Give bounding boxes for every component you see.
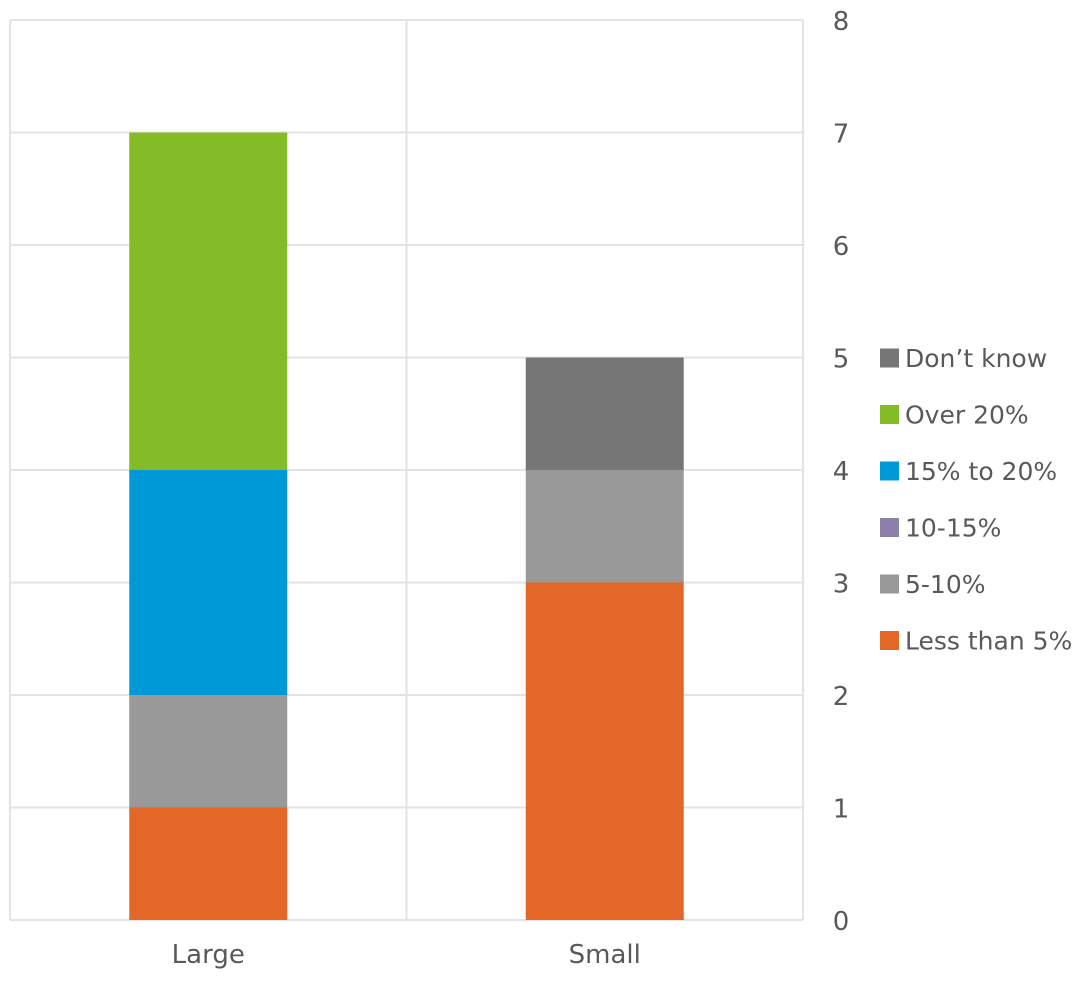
x-tick-label: Small (569, 940, 641, 970)
y-tick-label: 0 (833, 907, 850, 937)
legend-item: Don’t know (880, 344, 1047, 373)
legend-swatch (880, 631, 899, 650)
x-tick-label: Large (172, 940, 245, 970)
legend-item: Over 20% (880, 401, 1029, 430)
bar-segment-small-less-than-5 (525, 582, 684, 920)
y-tick-label: 5 (833, 345, 850, 375)
grid-layer (9, 19, 804, 921)
bar-segment-large-less-than-5 (129, 807, 288, 920)
legend-swatch (880, 574, 899, 594)
legend-item: 10-15% (880, 514, 1001, 543)
y-tick-label: 4 (833, 457, 850, 487)
bar-segment-small-don-t-know (525, 357, 684, 470)
y-tick-label: 8 (833, 7, 850, 37)
y-tick-label: 6 (833, 232, 850, 262)
bar-segment-large-over-20 (129, 132, 288, 470)
bar-segment-large-5-10 (129, 695, 288, 808)
bar-segment-large-15-to-20 (129, 470, 288, 695)
y-tick-label: 3 (833, 570, 850, 600)
bar-segment-small-5-10 (525, 470, 684, 583)
bars-layer (129, 132, 684, 920)
legend-label: Less than 5% (905, 627, 1072, 656)
legend-label: 15% to 20% (905, 457, 1057, 486)
legend-swatch (880, 405, 899, 424)
legend-item: 15% to 20% (880, 457, 1057, 486)
x-axis-labels: Large Small (172, 940, 641, 970)
legend-swatch (880, 348, 899, 368)
y-tick-label: 7 (833, 120, 850, 150)
legend-label: Don’t know (905, 344, 1047, 373)
legend-label: 10-15% (905, 514, 1001, 543)
legend-swatch (880, 518, 899, 537)
legend-swatch (880, 461, 899, 481)
legend-item: 5-10% (880, 570, 986, 599)
y-axis-ticks: 0 1 2 3 4 5 6 7 8 (833, 7, 850, 937)
legend-label: Over 20% (905, 401, 1029, 430)
legend-item: Less than 5% (880, 627, 1072, 656)
legend: Don’t know Over 20% 15% to 20% 10-15% 5-10% L… (880, 344, 1072, 656)
y-tick-label: 2 (833, 682, 850, 712)
y-tick-label: 1 (833, 795, 850, 825)
legend-label: 5-10% (905, 570, 986, 599)
